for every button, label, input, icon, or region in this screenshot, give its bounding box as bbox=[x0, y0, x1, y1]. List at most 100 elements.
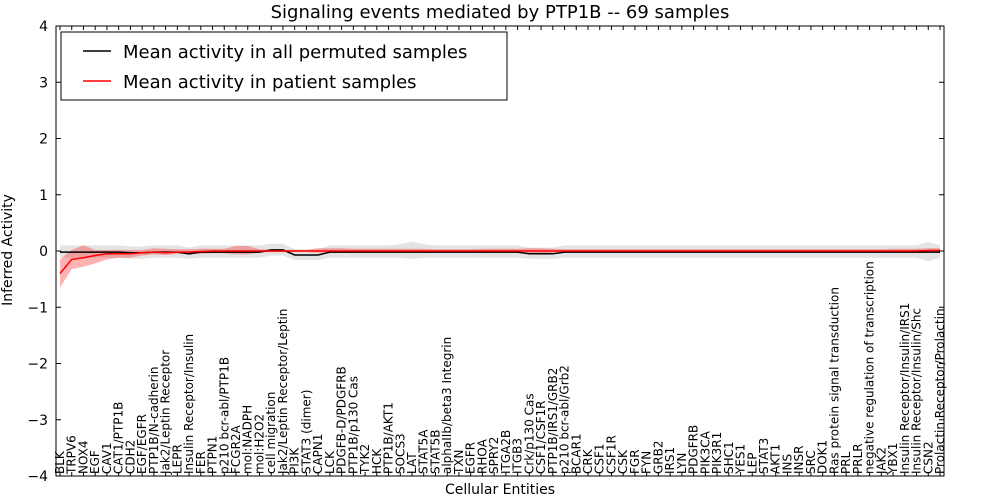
y-axis-label: Inferred Activity bbox=[0, 194, 16, 306]
x-tick-label: GRB2 bbox=[651, 440, 665, 474]
x-tick-label: STAT3 (dimer) bbox=[299, 390, 313, 474]
x-tick-label: FGR bbox=[628, 449, 642, 474]
x-tick-label: TXN bbox=[452, 449, 466, 475]
x-tick-label: EGFR bbox=[464, 442, 478, 474]
x-tick-label: mol:H2O2 bbox=[252, 414, 266, 474]
x-tick-label: CAV1 bbox=[100, 442, 114, 474]
x-tick-label: PRLR bbox=[851, 443, 865, 474]
x-tick-label: ITGA2B bbox=[499, 430, 513, 474]
x-axis-label: Cellular Entities bbox=[445, 482, 555, 498]
x-tick-label: Insulin Receptor/Insulin/Shc bbox=[910, 308, 924, 474]
x-tick-label: CSF1/CSF1R bbox=[534, 401, 548, 474]
x-tick-label: HCK bbox=[370, 448, 384, 474]
y-tick-label: 2 bbox=[39, 132, 48, 148]
x-tick-label: RHOA bbox=[475, 438, 489, 474]
x-tick-label: SOCS3 bbox=[393, 433, 407, 474]
x-tick-label: LAT bbox=[405, 452, 419, 474]
axes: −4 −3 −2 −1 0 1 2 3 4 bbox=[27, 19, 945, 485]
x-tick-label: EGF bbox=[88, 450, 102, 474]
x-tick-label: FER bbox=[194, 451, 208, 474]
x-tick-label: PTP1B/N-cadherin bbox=[147, 367, 161, 474]
x-tick-label: Jak2/Leptin Receptor bbox=[159, 350, 173, 475]
x-tick-label: Crk/p130 Cas bbox=[522, 393, 536, 474]
legend: Mean activity in all permuted samples Mea… bbox=[60, 31, 508, 101]
series-1-line bbox=[60, 249, 940, 256]
x-tick-label: PRL bbox=[839, 451, 853, 474]
x-tick-label: INS bbox=[780, 454, 794, 474]
y-tick-label: −3 bbox=[27, 413, 48, 429]
x-tick-label: JAK2 bbox=[874, 447, 888, 475]
x-tick-label: Prolactin Receptor/Prolactin bbox=[933, 308, 947, 474]
x-tick-label: LYN bbox=[675, 453, 689, 474]
x-tick-label: LEP bbox=[745, 452, 759, 474]
x-tick-label: STAT3 bbox=[757, 438, 771, 474]
x-tick-label: CAPN1 bbox=[311, 434, 325, 474]
x-tick-label: PTP1B/p130 Cas bbox=[346, 376, 360, 474]
confidence-bands bbox=[60, 241, 940, 288]
x-ticks: BLKTRPV6NOX4EGFCAV1CAT1/PTP1BCDH2EGF/EGF… bbox=[53, 26, 947, 476]
x-tick-label: alphaIIb/beta3 Integrin bbox=[440, 337, 454, 474]
y-tick-label: 1 bbox=[39, 188, 48, 204]
x-tick-label: FYN bbox=[640, 451, 654, 474]
x-tick-label: BLK bbox=[53, 450, 67, 474]
x-tick-label: p210 bcr-abl/Grb2 bbox=[558, 365, 572, 474]
x-tick-label: PTP1B/AKT1 bbox=[382, 402, 396, 474]
legend-label-1: Mean activity in all permuted samples bbox=[123, 42, 467, 63]
x-tick-label: STAT5B bbox=[428, 430, 442, 475]
x-tick-label: INSR bbox=[792, 446, 806, 474]
x-tick-label: CRK bbox=[581, 448, 595, 474]
legend-box bbox=[60, 31, 508, 101]
x-tick-label: p210 bcr-abl/PTP1B bbox=[217, 357, 231, 474]
x-tick-label: TYK2 bbox=[358, 444, 372, 475]
x-tick-label: YBX1 bbox=[886, 443, 900, 475]
y-tick-label: −4 bbox=[27, 469, 48, 485]
legend-label-2: Mean activity in patient samples bbox=[123, 72, 417, 93]
x-tick-label: SHC1 bbox=[722, 441, 736, 474]
x-tick-label: BCAR1 bbox=[569, 433, 583, 474]
x-tick-label: Insulin Receptor/Insulin/IRS1 bbox=[898, 303, 912, 474]
series-lines bbox=[59, 249, 940, 274]
x-tick-label: Insulin Receptor/Insulin bbox=[182, 334, 196, 474]
x-tick-label: DOK1 bbox=[816, 440, 830, 474]
x-tick-label: AKT1 bbox=[769, 444, 783, 474]
y-tick-label: 4 bbox=[39, 19, 48, 35]
y-tick-label: −2 bbox=[27, 357, 48, 373]
x-tick-label: CSF1 bbox=[593, 443, 607, 474]
x-tick-label: PI3K bbox=[288, 447, 302, 474]
series-2-band bbox=[60, 245, 940, 288]
x-tick-label: SRC bbox=[804, 450, 818, 474]
x-tick-label: LCK bbox=[323, 450, 337, 474]
x-tick-label: mol:NADPH bbox=[241, 405, 255, 474]
x-tick-label: PTPN1 bbox=[206, 436, 220, 474]
x-tick-label: CSK bbox=[616, 449, 630, 474]
x-tick-label: TRPV6 bbox=[65, 435, 79, 475]
x-tick-label: STAT5A bbox=[417, 429, 431, 474]
x-tick-label: EGF/EGFR bbox=[135, 414, 149, 474]
x-tick-label: FCGR2A bbox=[229, 424, 243, 474]
x-tick-label: PDGFRB bbox=[687, 425, 701, 474]
x-tick-label: PIK3CA bbox=[698, 430, 712, 474]
x-tick-label: IRS1 bbox=[663, 447, 677, 474]
x-tick-label: LEPR bbox=[170, 444, 184, 474]
x-tick-label: Jak2/Leptin Receptor/Leptin bbox=[276, 309, 290, 475]
x-tick-label: CSN2 bbox=[921, 441, 935, 474]
x-tick-label: PDGFB-D/PDGFRB bbox=[335, 366, 349, 474]
x-tick-label: CSF1R bbox=[604, 435, 618, 474]
x-tick-label: PTP1B/IRS1/GRB2 bbox=[546, 368, 560, 474]
x-tick-label: ITGB3 bbox=[511, 438, 525, 474]
x-tick-label: CDH2 bbox=[123, 440, 137, 474]
series-2-line bbox=[59, 249, 940, 274]
x-tick-label: NOX4 bbox=[76, 440, 90, 474]
y-tick-label: −1 bbox=[27, 300, 48, 316]
x-tick-label: SPRY2 bbox=[487, 437, 501, 474]
x-tick-label: Ras protein signal transduction bbox=[827, 287, 841, 474]
y-tick-label: 0 bbox=[39, 244, 48, 260]
x-tick-label: CAT1/PTP1B bbox=[112, 402, 126, 474]
x-tick-label: YES1 bbox=[734, 444, 748, 475]
y-tick-label: 3 bbox=[39, 75, 48, 91]
x-tick-label: cell migration bbox=[264, 392, 278, 474]
x-tick-label: PIK3R1 bbox=[710, 432, 724, 474]
chart-title: Signaling events mediated by PTP1B -- 69… bbox=[271, 2, 730, 23]
x-tick-label: negative regulation of transcription bbox=[863, 261, 877, 474]
